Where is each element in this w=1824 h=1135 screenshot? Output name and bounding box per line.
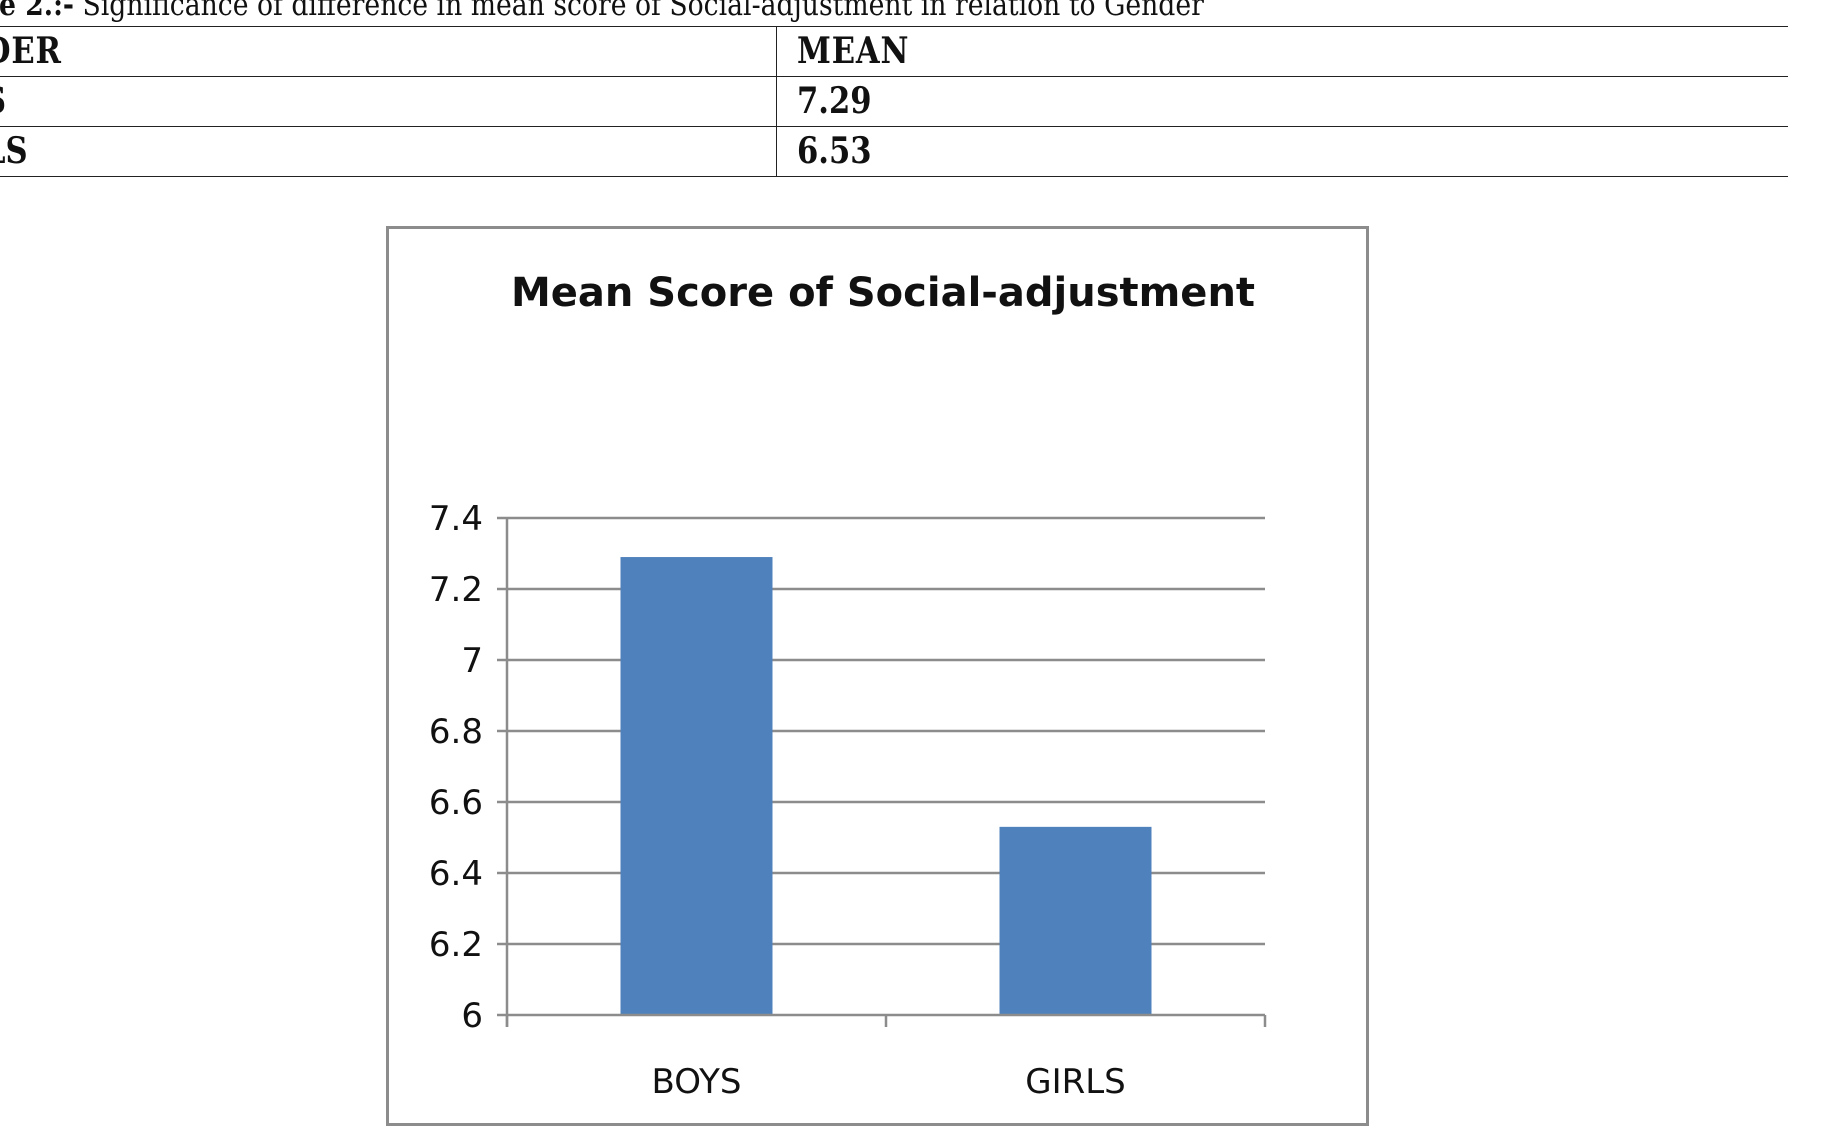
- y-tick-label: 6.8: [429, 712, 483, 752]
- y-tick-label: 6.6: [429, 783, 483, 823]
- y-tick-label: 6: [461, 996, 483, 1036]
- y-tick-label: 7.2: [429, 570, 483, 610]
- tick-labels: 6 6.2 6.4 6.6 6.8 7 7.2 7.4 BOYS GIRLS: [429, 499, 1126, 1102]
- y-tick-label: 7: [461, 641, 483, 681]
- chart-frame: Mean Score of Social-adjustment 6 6.2 6.4 6…: [386, 226, 1369, 1126]
- y-tick-label: 6.4: [429, 854, 483, 894]
- table-header-row: DER MEAN: [0, 26, 1788, 77]
- header-gender: DER: [0, 26, 777, 77]
- caption-text: Significance of difference in mean score…: [82, 0, 1204, 23]
- y-tick-label: 6.2: [429, 925, 483, 965]
- row-boys-mean: 7.29: [776, 76, 1788, 127]
- header-mean: MEAN: [776, 26, 1788, 77]
- row-girls-gender: LS: [0, 126, 777, 177]
- x-tick-label: GIRLS: [1025, 1062, 1126, 1102]
- table-row: LS 6.53: [0, 126, 1788, 177]
- bar-boys: [620, 557, 773, 1015]
- y-tick-label: 7.4: [429, 499, 483, 539]
- bars: [620, 557, 1152, 1015]
- table-caption: e 2.:- Significance of difference in mea…: [0, 0, 1204, 22]
- mean-score-table: DER MEAN S 7.29 LS 6.53: [0, 26, 1788, 177]
- caption-prefix: e 2.:-: [0, 0, 74, 23]
- bar-girls: [999, 826, 1152, 1015]
- x-tick-label: BOYS: [652, 1062, 742, 1102]
- row-boys-gender: S: [0, 76, 777, 127]
- table-row: S 7.29: [0, 76, 1788, 127]
- row-girls-mean: 6.53: [776, 126, 1788, 177]
- axes: [497, 516, 1267, 1027]
- chart-title: Mean Score of Social-adjustment: [511, 270, 1255, 316]
- bar-chart: Mean Score of Social-adjustment 66.26.46…: [429, 270, 1267, 1102]
